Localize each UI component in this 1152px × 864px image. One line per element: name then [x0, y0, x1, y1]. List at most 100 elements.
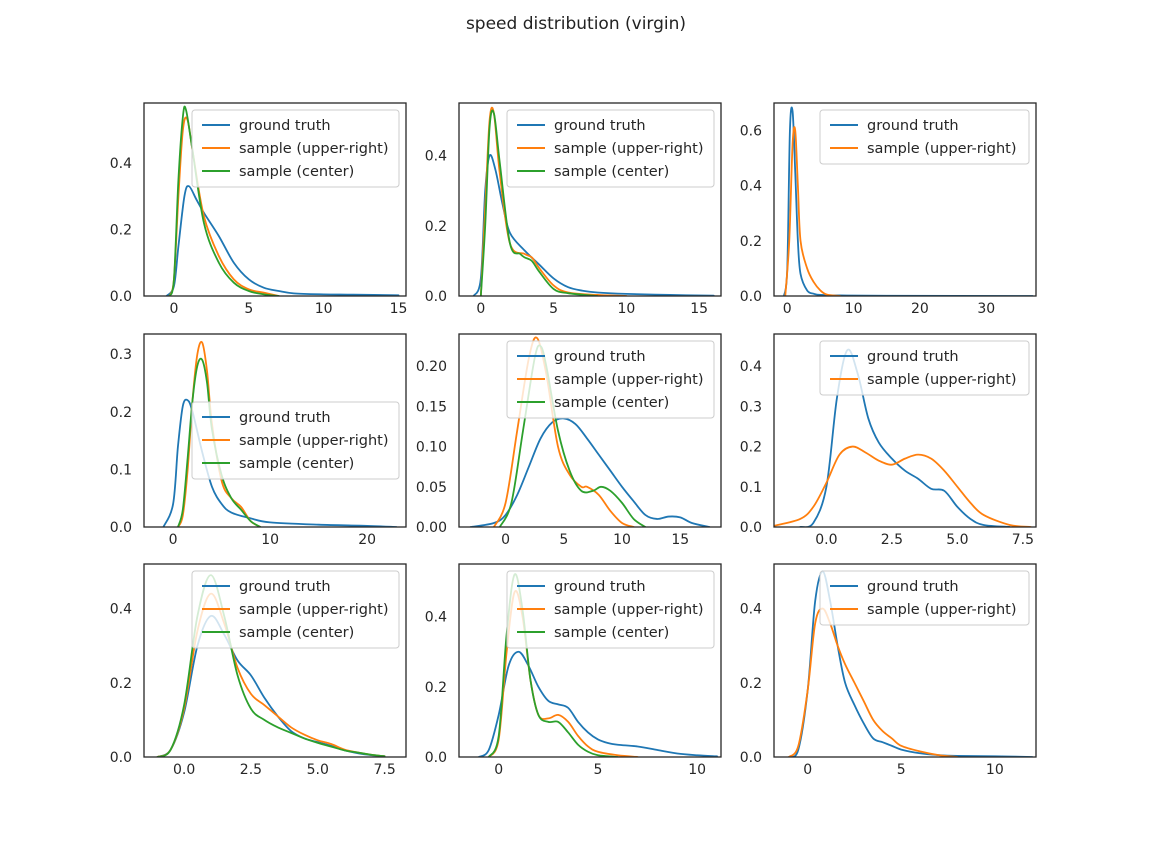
legend-label: sample (upper-right) — [239, 141, 389, 157]
legend-label: sample (center) — [554, 395, 669, 411]
legend-label: ground truth — [239, 410, 331, 426]
x-tick-label: 30 — [977, 301, 995, 317]
y-tick-label: 0.15 — [416, 399, 447, 415]
y-tick-label: 0.4 — [110, 602, 132, 618]
x-tick-label: 5 — [559, 532, 568, 548]
y-tick-label: 0.0 — [740, 289, 762, 305]
y-tick-label: 0.10 — [416, 440, 447, 456]
axes-frame — [143, 102, 407, 297]
subplot-6: 0.0 2.5 5.0 7.5 0.0 0.1 0.2 0.3 0.4 ground truth s… — [740, 333, 1037, 548]
legend-label: sample (upper-right) — [867, 141, 1017, 157]
x-tick-label: 5 — [897, 762, 906, 778]
y-tick-label: 0.2 — [425, 219, 447, 235]
x-tick-label: 15 — [671, 532, 689, 548]
x-tick-label: 5 — [549, 301, 558, 317]
legend: ground truth sample (upper-right) sample (… — [506, 109, 715, 188]
legend-box — [191, 570, 400, 649]
y-tick-label: 0.0 — [425, 289, 447, 305]
x-tick-label: 0 — [169, 532, 178, 548]
x-tick-label: 10 — [845, 301, 863, 317]
legend-label: sample (upper-right) — [239, 602, 389, 618]
series-line-sample-upper-right- — [493, 336, 635, 527]
axes-frame — [143, 563, 407, 758]
x-tick-label: 5.0 — [307, 762, 329, 778]
legend: ground truth sample (upper-right) — [819, 340, 1030, 396]
x-tick-label: 20 — [358, 532, 376, 548]
legend: ground truth sample (upper-right) sample (… — [191, 570, 400, 649]
series-group — [774, 348, 1032, 527]
y-tick-label: 0.4 — [425, 149, 447, 165]
x-tick-label: 7.5 — [1012, 532, 1034, 548]
subplot-4: 0 10 20 0.0 0.1 0.2 0.3 ground truth sample (upp… — [110, 333, 407, 548]
x-tick-label: 0 — [169, 301, 178, 317]
series-group — [472, 106, 715, 296]
subplot-3: 0 10 20 30 0.0 0.2 0.4 0.6 ground truth sample (u… — [740, 102, 1037, 317]
x-tick-label: 2.5 — [240, 762, 262, 778]
y-tick-label: 0.4 — [740, 602, 762, 618]
series-line-ground-truth — [799, 348, 1011, 527]
x-tick-label: 0 — [494, 762, 503, 778]
legend-label: ground truth — [239, 579, 331, 595]
legend-box — [819, 570, 1030, 626]
y-tick-label: 0.2 — [740, 676, 762, 692]
legend-box — [819, 340, 1030, 396]
axes-frame — [773, 102, 1037, 297]
legend: ground truth sample (upper-right) sample (… — [506, 570, 715, 649]
x-tick-label: 0 — [476, 301, 485, 317]
legend-box — [506, 340, 715, 419]
y-tick-label: 0.0 — [110, 289, 132, 305]
legend-box — [506, 570, 715, 649]
legend: ground truth sample (upper-right) sample (… — [191, 401, 400, 480]
subplot-1: 0 5 10 15 0.0 0.2 0.4 ground truth sample (upper… — [110, 102, 408, 317]
legend-label: ground truth — [554, 349, 646, 365]
y-tick-label: 0.0 — [110, 750, 132, 766]
legend-label: ground truth — [867, 579, 959, 595]
legend-label: ground truth — [554, 579, 646, 595]
legend-label: sample (upper-right) — [554, 602, 704, 618]
x-tick-label: 15 — [390, 301, 408, 317]
series-group — [162, 340, 398, 527]
legend-label: sample (center) — [554, 164, 669, 180]
legend: ground truth sample (upper-right) — [819, 109, 1030, 165]
x-tick-label: 10 — [613, 532, 631, 548]
axes-frame — [458, 563, 722, 758]
y-tick-label: 0.4 — [740, 359, 762, 375]
x-tick-label: 0 — [783, 301, 792, 317]
x-tick-label: 5.0 — [946, 532, 968, 548]
axes-frame — [143, 333, 407, 528]
subplot-8: 0 5 10 0.0 0.2 0.4 ground truth sample (upper-r… — [425, 563, 722, 778]
legend-label: sample (center) — [554, 625, 669, 641]
subplot-9: 0 5 10 0.0 0.2 0.4 ground truth sample (upper-r… — [740, 563, 1037, 778]
y-tick-label: 0.05 — [416, 480, 447, 496]
legend: ground truth sample (upper-right) — [819, 570, 1030, 626]
legend-label: ground truth — [867, 349, 959, 365]
x-tick-label: 10 — [986, 762, 1004, 778]
y-tick-label: 0.2 — [110, 676, 132, 692]
x-tick-label: 15 — [690, 301, 708, 317]
legend-label: sample (center) — [239, 164, 354, 180]
x-tick-label: 0 — [501, 532, 510, 548]
y-tick-label: 0.0 — [425, 750, 447, 766]
legend-label: sample (upper-right) — [867, 602, 1017, 618]
x-tick-label: 5 — [244, 301, 253, 317]
series-group — [788, 570, 1034, 757]
series-line-sample-center- — [177, 357, 262, 527]
subplot-7: 0.0 2.5 5.0 7.5 0.0 0.2 0.4 ground truth sample … — [110, 563, 407, 778]
y-tick-label: 0.0 — [740, 520, 762, 536]
legend-box — [191, 401, 400, 480]
x-tick-label: 0 — [803, 762, 812, 778]
x-tick-label: 5 — [593, 762, 602, 778]
y-tick-label: 0.00 — [416, 520, 447, 536]
subplot-5: 0 5 10 15 0.00 0.05 0.10 0.15 0.20 ground truth sa… — [416, 333, 722, 548]
figure-title: speed distribution (virgin) — [465, 14, 687, 34]
series-line-sample-upper-right- — [784, 126, 842, 296]
y-tick-label: 0.1 — [110, 462, 132, 478]
axes-frame — [773, 563, 1037, 758]
y-tick-label: 0.3 — [110, 347, 132, 363]
y-tick-label: 0.2 — [110, 222, 132, 238]
x-tick-label: 2.5 — [881, 532, 903, 548]
y-tick-label: 0.0 — [110, 520, 132, 536]
x-tick-label: 7.5 — [373, 762, 395, 778]
series-line-sample-upper-right- — [774, 445, 1032, 527]
